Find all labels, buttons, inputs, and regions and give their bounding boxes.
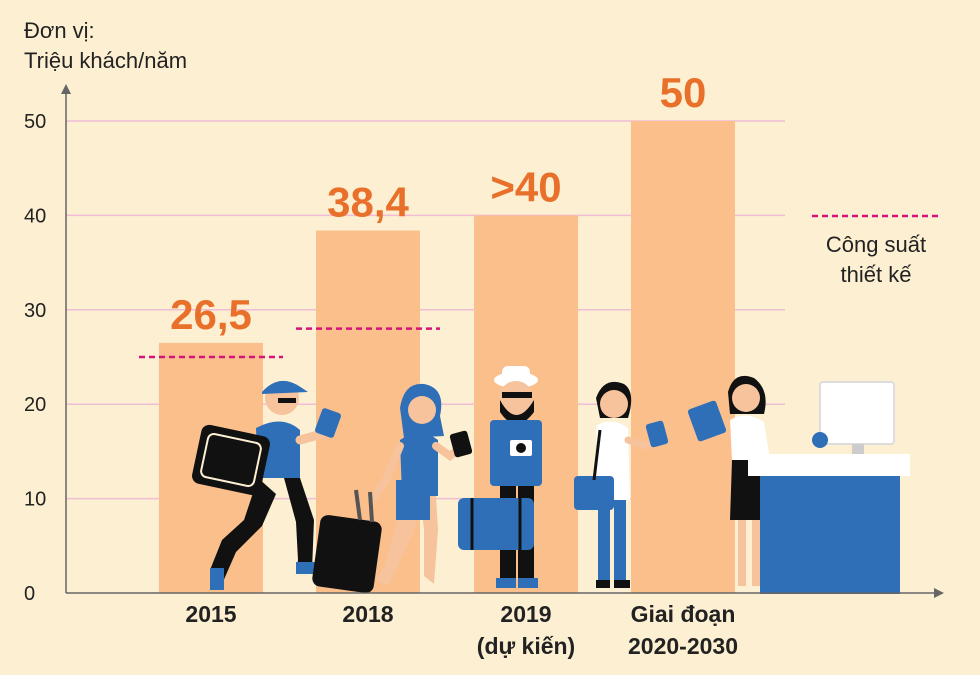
x-category-label: 2020-2030 <box>628 633 738 659</box>
x-category-label: Giai đoạn <box>631 601 736 627</box>
y-tick-label: 20 <box>24 394 46 416</box>
traveler-figure-1 <box>192 380 341 590</box>
x-category-label: 2015 <box>185 601 236 627</box>
bar-value-label: 26,5 <box>170 291 252 338</box>
y-tick-label: 0 <box>24 583 35 605</box>
bar-value-label: 38,4 <box>327 179 409 226</box>
traveler-figure-4 <box>574 381 669 588</box>
traveler-figure-2 <box>312 383 473 593</box>
y-tick-label: 40 <box>24 205 46 227</box>
y-tick-label: 10 <box>24 489 46 511</box>
labels: 0 10 20 30 40 50 26,5 38,4 >40 50 2015 2018 2019 (dự … <box>24 69 738 659</box>
x-category-label: (dự kiến) <box>477 633 575 659</box>
traveler-illustrations <box>192 366 910 594</box>
capacity-lines <box>139 214 942 359</box>
legend-line1: Công suất <box>825 232 927 257</box>
x-category-label: 2019 <box>500 601 551 627</box>
bar-value-label: >40 <box>490 163 561 210</box>
y-tick-label: 50 <box>24 111 46 133</box>
x-category-label: 2018 <box>342 601 393 627</box>
y-tick-label: 30 <box>24 300 46 322</box>
legend-line2: thiết kế <box>840 262 912 287</box>
counter-staff-figure <box>687 375 770 586</box>
capacity-legend: Công suất thiết kế <box>812 230 940 290</box>
bar-value-label: 50 <box>660 69 707 116</box>
y-axis-arrow <box>61 84 71 94</box>
axes <box>61 84 944 598</box>
unit-label-line1: Đơn vị: <box>24 18 95 43</box>
x-axis-arrow <box>934 588 944 598</box>
unit-label-line2: Triệu khách/năm <box>24 48 188 73</box>
check-in-counter <box>748 381 910 594</box>
traveler-figure-3 <box>458 366 542 588</box>
bar <box>631 121 735 593</box>
